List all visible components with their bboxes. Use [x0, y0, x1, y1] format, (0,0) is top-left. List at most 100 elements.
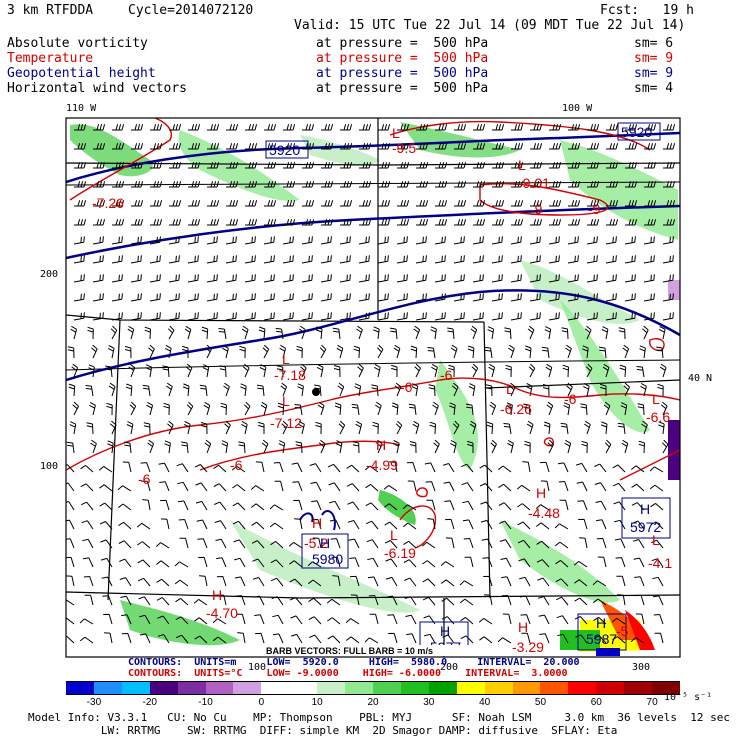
wind-barb [263, 293, 275, 302]
wind-barb [73, 236, 85, 245]
wind-barb [345, 618, 360, 625]
wind-barb [104, 632, 113, 644]
wind-barb [490, 439, 497, 454]
wind-barb [232, 502, 246, 511]
wind-barb [573, 560, 588, 568]
wind-barb [567, 236, 579, 245]
wind-barb [321, 162, 334, 169]
wind-barb [338, 420, 346, 435]
wind-barb [389, 327, 398, 340]
wind-barb [415, 274, 427, 283]
wind-barb [471, 363, 479, 378]
wind-barb [606, 181, 619, 188]
wind-barb [358, 236, 370, 245]
wind-barb [329, 500, 341, 511]
temp-label: -4.48 [528, 505, 560, 521]
wind-barb [157, 634, 170, 644]
wind-barb [587, 124, 600, 131]
wind-barb [79, 636, 94, 644]
wind-barb [150, 181, 163, 188]
wind-barb [184, 325, 192, 340]
wind-barb [653, 614, 664, 625]
wind-barb [459, 598, 474, 606]
wind-barb [383, 484, 398, 492]
wind-barb [143, 422, 151, 435]
wind-barb [491, 274, 503, 283]
wind-barb [424, 633, 436, 644]
wind-barb [430, 326, 437, 340]
wind-barb [586, 274, 598, 283]
wind-barb [288, 541, 303, 549]
wind-barb [620, 402, 628, 416]
wind-barb [340, 124, 353, 131]
wind-barb [549, 143, 562, 150]
wind-barb [185, 363, 193, 378]
wind-barb [443, 481, 455, 492]
wind-barb [137, 577, 151, 587]
wind-barb [592, 598, 607, 606]
wind-barb [510, 274, 522, 283]
wind-barb [130, 274, 142, 283]
wind-barb [365, 483, 379, 492]
wind-barb [177, 481, 189, 492]
wind-barb [213, 483, 227, 492]
wind-barb [554, 541, 569, 549]
height-contour-info: CONTOURS: UNITS=m LOW= 5920.0 HIGH= 5980… [128, 657, 580, 668]
wind-barb [186, 401, 194, 416]
wind-barb [567, 255, 579, 264]
wind-barb [293, 499, 303, 511]
wind-barb [91, 344, 98, 359]
wind-barb [359, 124, 372, 131]
wind-barb [454, 162, 467, 169]
temp-label: -5 [616, 623, 629, 639]
wind-barb [426, 499, 436, 511]
wind-barb [454, 124, 467, 131]
wind-barb [179, 537, 189, 549]
wind-barb [555, 559, 569, 568]
wind-barb [358, 312, 370, 321]
wind-barb [644, 124, 657, 131]
wind-barb [537, 577, 550, 587]
wind-barb [207, 143, 220, 150]
wind-barb [614, 538, 626, 549]
wind-barb [462, 500, 474, 511]
wind-barb [340, 143, 353, 150]
wind-barb [274, 480, 284, 492]
wind-barb [416, 162, 429, 169]
wind-barb [373, 326, 380, 340]
wind-barb [321, 143, 334, 150]
wind-barb [568, 162, 581, 169]
wind-barb [302, 162, 315, 169]
wind-barb [492, 143, 505, 150]
wind-barb [473, 162, 486, 169]
wind-barb [441, 597, 455, 606]
wind-barb [422, 578, 436, 587]
wind-barb [112, 162, 125, 169]
wind-barb [300, 363, 307, 378]
wind-barb [320, 255, 332, 264]
wind-barb [640, 382, 647, 397]
wind-barb [568, 124, 581, 131]
wind-barb [631, 502, 645, 511]
wind-barb [168, 293, 180, 302]
wind-barb [566, 382, 573, 397]
wind-barb [631, 483, 645, 492]
wind-barb [294, 404, 303, 416]
temp-label: -4.99 [366, 457, 398, 473]
wind-barb [423, 615, 436, 625]
wind-barb [529, 255, 541, 264]
temp-label: -9.5 [392, 140, 416, 156]
wind-barb [187, 255, 199, 264]
wind-barb [478, 617, 493, 625]
wind-barb [526, 420, 534, 435]
wind-barb [188, 124, 201, 131]
wind-barb [311, 500, 322, 511]
wind-barb [625, 181, 638, 188]
wind-barb [377, 236, 389, 245]
wind-barb [259, 364, 267, 378]
wind-barb [299, 325, 306, 340]
wind-barb [540, 461, 550, 473]
wind-barb [347, 520, 360, 530]
wind-barb [500, 557, 512, 568]
wind-barb [432, 401, 439, 416]
